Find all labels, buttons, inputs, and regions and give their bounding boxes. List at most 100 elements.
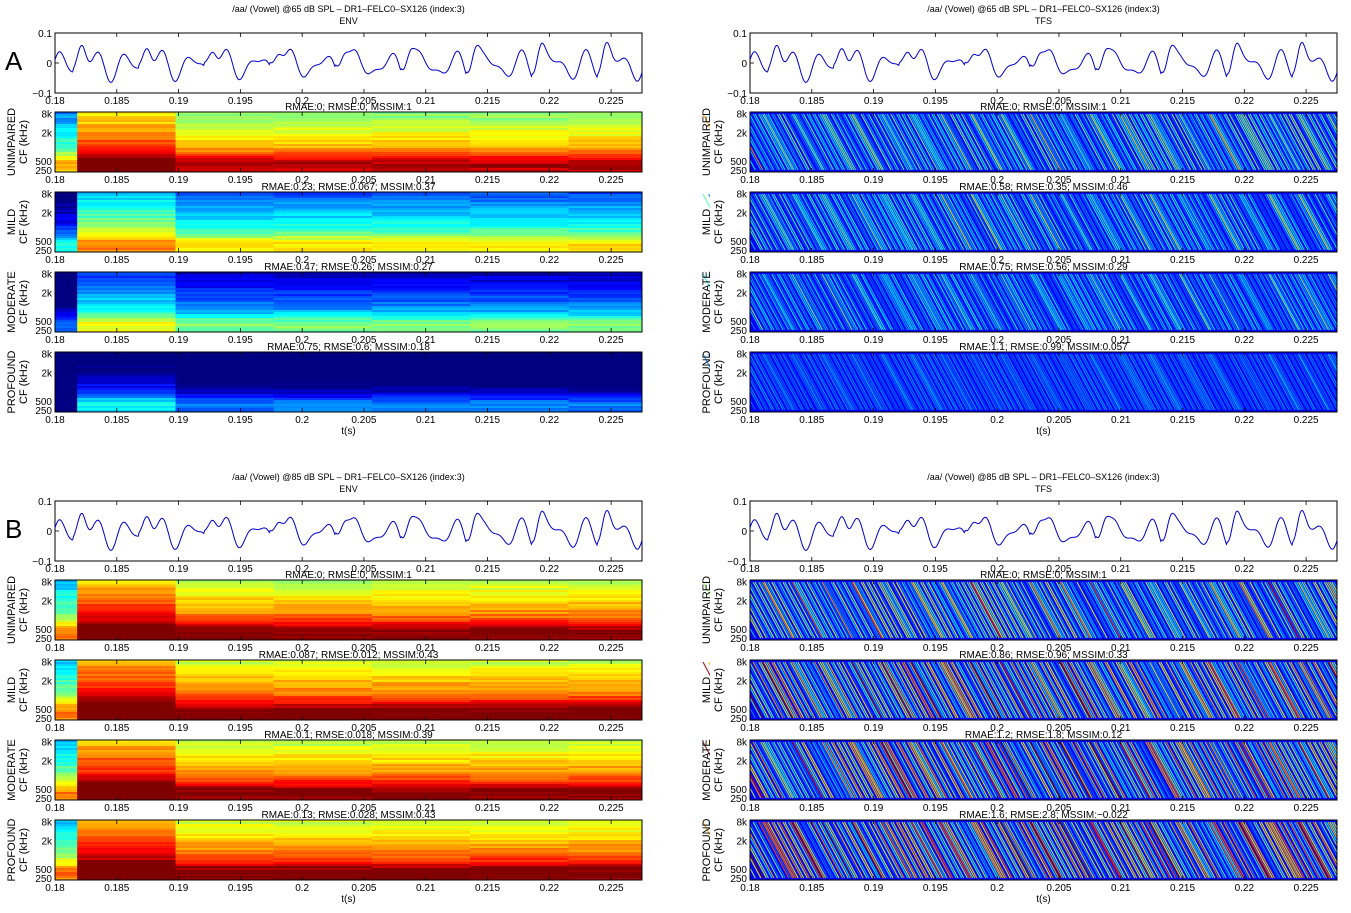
- heatmap-cell: [273, 718, 373, 721]
- tfs-streak: [1295, 113, 1328, 171]
- heatmap-cell: [175, 144, 275, 147]
- tfs-streak: [1253, 353, 1285, 411]
- heatmap-cell: [175, 844, 275, 847]
- tfs-streak: [795, 113, 827, 171]
- heatmap-cell: [273, 354, 373, 357]
- heatmap-cell: [175, 612, 275, 615]
- heatmap-cell: [372, 206, 471, 209]
- heatmap-cell: [77, 612, 176, 615]
- cf-axis-label: CF (kHz): [713, 120, 725, 164]
- heatmap-cell: [273, 320, 373, 323]
- heatmap-cell: [77, 582, 176, 585]
- heatmap-cell: [273, 282, 373, 285]
- heatmap-cell: [470, 166, 569, 169]
- tfs-streak: [882, 821, 914, 879]
- x-tick-label: 0.2: [295, 96, 309, 107]
- tfs-streak: [1150, 353, 1182, 411]
- heatmap-cell: [55, 126, 78, 129]
- heatmap-cell: [470, 856, 569, 859]
- heatmap-cell: [273, 858, 373, 861]
- tfs-streak: [773, 353, 805, 411]
- tfs-streak: [1001, 273, 1033, 331]
- tfs-streak: [877, 353, 909, 411]
- heatmap-cell: [55, 776, 78, 779]
- tfs-streak: [1187, 353, 1220, 411]
- x-tick-label: 0.205: [1046, 643, 1071, 654]
- tfs-streak: [895, 113, 927, 171]
- tfs-streak: [812, 821, 844, 879]
- tfs-streak: [1163, 113, 1195, 171]
- heatmap-cell: [77, 402, 176, 405]
- tfs-streak: [1236, 661, 1268, 719]
- heatmap-cell: [568, 202, 643, 205]
- tfs-streak: [847, 273, 879, 331]
- heatmap-cell: [175, 160, 275, 163]
- tfs-streak: [1059, 581, 1091, 639]
- tfs-streak: [960, 661, 993, 719]
- heatmap-cell: [175, 382, 275, 385]
- heatmap-cell: [372, 150, 471, 153]
- tfs-streak: [800, 273, 833, 331]
- x-tick-label: 0.215: [1170, 564, 1195, 575]
- tfs-streak: [1174, 821, 1206, 879]
- tfs-streak: [1076, 353, 1108, 411]
- tfs-streak: [778, 113, 810, 171]
- tfs-streak: [910, 661, 942, 719]
- tfs-streak: [1204, 113, 1236, 171]
- tfs-streak: [886, 741, 918, 799]
- heatmap-cell: [273, 308, 373, 311]
- tfs-streak: [808, 741, 840, 799]
- heatmap-cell: [77, 378, 176, 381]
- tfs-streak: [962, 821, 995, 879]
- heatmap-cell: [175, 330, 275, 333]
- tfs-streak: [841, 353, 873, 411]
- heatmap-cell: [273, 118, 373, 121]
- tfs-streak: [1282, 113, 1314, 171]
- heatmap-cell: [372, 194, 471, 197]
- x-tick-label: 0.22: [1235, 96, 1255, 107]
- heatmap-cell: [175, 366, 275, 369]
- tfs-streak: [946, 821, 978, 879]
- tfs-streak: [1293, 741, 1326, 799]
- tfs-streak: [955, 273, 987, 331]
- tfs-streak: [830, 741, 862, 799]
- tfs-streak: [1014, 661, 1047, 719]
- heatmap-cell: [372, 138, 471, 141]
- tfs-streak: [931, 581, 963, 639]
- tfs-streak: [1070, 273, 1102, 331]
- tfs-streak: [886, 581, 918, 639]
- tfs-streak: [1050, 821, 1082, 879]
- tfs-streak: [806, 273, 838, 331]
- heatmap-cell: [175, 212, 275, 215]
- heatmap-cell: [55, 228, 78, 231]
- heatmap-cell: [77, 120, 176, 123]
- heatmap-cell: [175, 204, 275, 207]
- tfs-streak: [1147, 273, 1179, 331]
- heatmap-cell: [568, 632, 643, 635]
- heatmap-cell: [372, 636, 471, 639]
- tfs-streak: [1273, 661, 1305, 719]
- tfs-streak: [927, 821, 959, 879]
- tfs-streak: [1264, 353, 1296, 411]
- tfs-streak: [957, 741, 989, 799]
- heatmap-cell: [568, 760, 643, 763]
- heatmap-cell: [273, 356, 373, 359]
- tfs-streak: [1193, 581, 1225, 639]
- tfs-streak: [912, 193, 944, 251]
- tfs-streak: [784, 273, 816, 331]
- heatmap-cell: [372, 844, 471, 847]
- tfs-streak: [1199, 353, 1231, 411]
- tfs-streak: [892, 741, 924, 799]
- cf-tick-label: 250: [730, 634, 747, 645]
- heatmap-cell: [273, 862, 373, 865]
- heatmap-cell: [470, 748, 569, 751]
- heatmap-cell: [372, 878, 471, 881]
- x-tick-label: 0.22: [540, 643, 560, 654]
- heatmap-cell: [273, 684, 373, 687]
- heatmap-cell: [175, 284, 275, 287]
- tfs-streak: [944, 661, 976, 719]
- heatmap-cell: [175, 746, 275, 749]
- heatmap-cell: [372, 324, 471, 327]
- tfs-streak: [1279, 581, 1311, 639]
- tfs-streak: [1011, 821, 1043, 879]
